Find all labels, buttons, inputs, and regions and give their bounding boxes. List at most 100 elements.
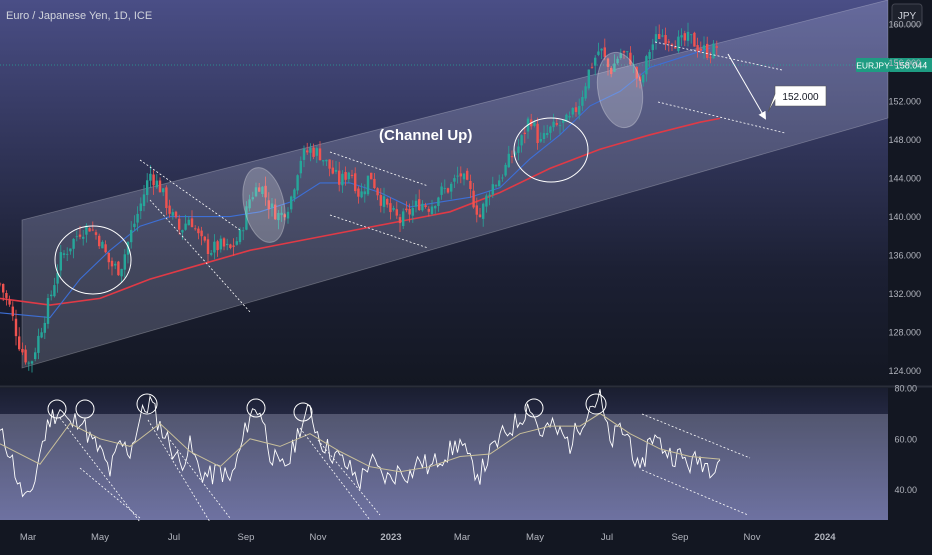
candle-body — [360, 191, 363, 198]
rsi-axis[interactable]: 80.00 60.00 40.00 — [894, 384, 917, 496]
channel-up-label: (Channel Up) — [379, 127, 472, 144]
candle-body — [0, 283, 2, 285]
price-tick-label[interactable]: 132.000 — [888, 289, 921, 299]
candle-body — [616, 58, 619, 64]
candle-body — [114, 263, 117, 266]
candle-body — [302, 148, 306, 160]
candle-body — [130, 229, 133, 243]
price-tick-label[interactable]: 144.000 — [888, 174, 921, 184]
candle-body — [206, 239, 210, 254]
price-tick-label[interactable]: 136.000 — [888, 251, 921, 261]
price-tick-label[interactable]: 152.000 — [888, 97, 921, 107]
time-tick-label[interactable]: 2024 — [814, 532, 836, 543]
candle-body — [72, 238, 75, 249]
candle-body — [43, 322, 46, 333]
candle-body — [462, 173, 466, 180]
time-tick-label[interactable]: 2023 — [380, 532, 401, 543]
candle-body — [5, 293, 8, 298]
rsi-tick-label[interactable]: 40.00 — [894, 485, 917, 495]
candle-body — [661, 35, 664, 37]
candle-body — [117, 261, 120, 276]
price-axis[interactable]: 124.000 128.000 132.000 136.000 140.000 144.0… — [888, 20, 921, 377]
peak-circle — [524, 398, 544, 418]
time-axis[interactable]: Mar May Jul Sep Nov 2023 Mar May Jul Sep Nov 2024 — [20, 532, 836, 543]
time-tick-label[interactable]: May — [91, 532, 109, 543]
currency-button-bg[interactable] — [891, 3, 923, 27]
candle-body — [254, 187, 258, 197]
candle-body — [110, 260, 114, 267]
candle-body — [8, 300, 11, 305]
price-tick-label[interactable]: 156.000 — [888, 58, 921, 68]
candle-body — [648, 52, 651, 59]
candle-body — [702, 45, 706, 50]
ma-long-line — [0, 117, 721, 306]
candle-body — [104, 244, 107, 253]
candle-body — [504, 164, 507, 176]
time-tick-label[interactable]: May — [526, 532, 544, 543]
candle-body — [18, 336, 21, 350]
candle-body — [523, 132, 526, 134]
time-tick-label[interactable]: Sep — [672, 532, 689, 543]
rsi-guide-lines — [59, 413, 751, 523]
time-tick-label[interactable]: Mar — [454, 532, 470, 543]
candle-body — [539, 139, 542, 142]
price-tick-label[interactable]: 148.000 — [888, 135, 921, 145]
guide-line — [299, 427, 371, 521]
candle-body — [382, 196, 386, 207]
candle-body — [469, 181, 472, 189]
time-tick-label[interactable]: Sep — [238, 532, 255, 543]
candle-body — [638, 76, 642, 81]
candle-body — [347, 172, 350, 180]
candle-body — [37, 335, 40, 353]
time-tick-label[interactable]: Jul — [601, 532, 613, 543]
time-tick-label[interactable]: Jul — [168, 532, 180, 543]
target-label: 152.000 — [782, 92, 819, 103]
guide-line — [657, 101, 786, 134]
price-tick-label[interactable]: 160.000 — [888, 20, 921, 30]
candle-body — [299, 160, 302, 174]
price-tick-label[interactable]: 140.000 — [888, 212, 921, 222]
candle-body — [101, 241, 104, 249]
guide-line — [329, 151, 429, 187]
candle-body — [472, 190, 475, 208]
candle-body — [366, 175, 370, 195]
time-tick-label[interactable]: Nov — [310, 532, 327, 543]
rsi-tick-label[interactable]: 80.00 — [894, 384, 917, 394]
candle-body — [59, 252, 62, 271]
candle-body — [245, 206, 248, 230]
rsi-peak-circles — [47, 393, 607, 422]
guide-line — [59, 417, 141, 523]
candle-body — [75, 236, 78, 238]
currency-button-label[interactable]: JPY — [898, 11, 917, 22]
candle-body — [536, 123, 539, 143]
candle-body — [446, 188, 450, 193]
time-tick-label[interactable]: Mar — [20, 532, 36, 543]
candle-body — [395, 209, 398, 216]
candle-body — [149, 173, 152, 181]
candle-body — [296, 175, 299, 191]
candle-body — [459, 173, 462, 177]
candle-body — [584, 86, 587, 99]
candle-body — [414, 200, 418, 207]
candle-body — [392, 208, 395, 210]
candle-body — [328, 159, 331, 169]
candle-body — [622, 51, 626, 53]
currency-button[interactable]: JPY — [891, 3, 923, 27]
candle-body — [133, 223, 136, 228]
time-tick-label[interactable]: Nov — [744, 532, 761, 543]
candle-body — [606, 58, 610, 67]
candle-body — [357, 188, 360, 197]
price-tick-label[interactable]: 124.000 — [888, 366, 921, 376]
candle-body — [568, 116, 571, 118]
candle-body — [421, 203, 424, 211]
peak-circle — [75, 399, 95, 419]
candle-body — [229, 244, 232, 248]
price-tick-label[interactable]: 128.000 — [888, 328, 921, 338]
candle-body — [46, 298, 50, 324]
candle-body — [62, 253, 66, 255]
candle-body — [667, 41, 670, 43]
candle-body — [11, 306, 14, 317]
rsi-tick-label[interactable]: 60.00 — [894, 434, 917, 444]
candle-body — [549, 126, 552, 133]
